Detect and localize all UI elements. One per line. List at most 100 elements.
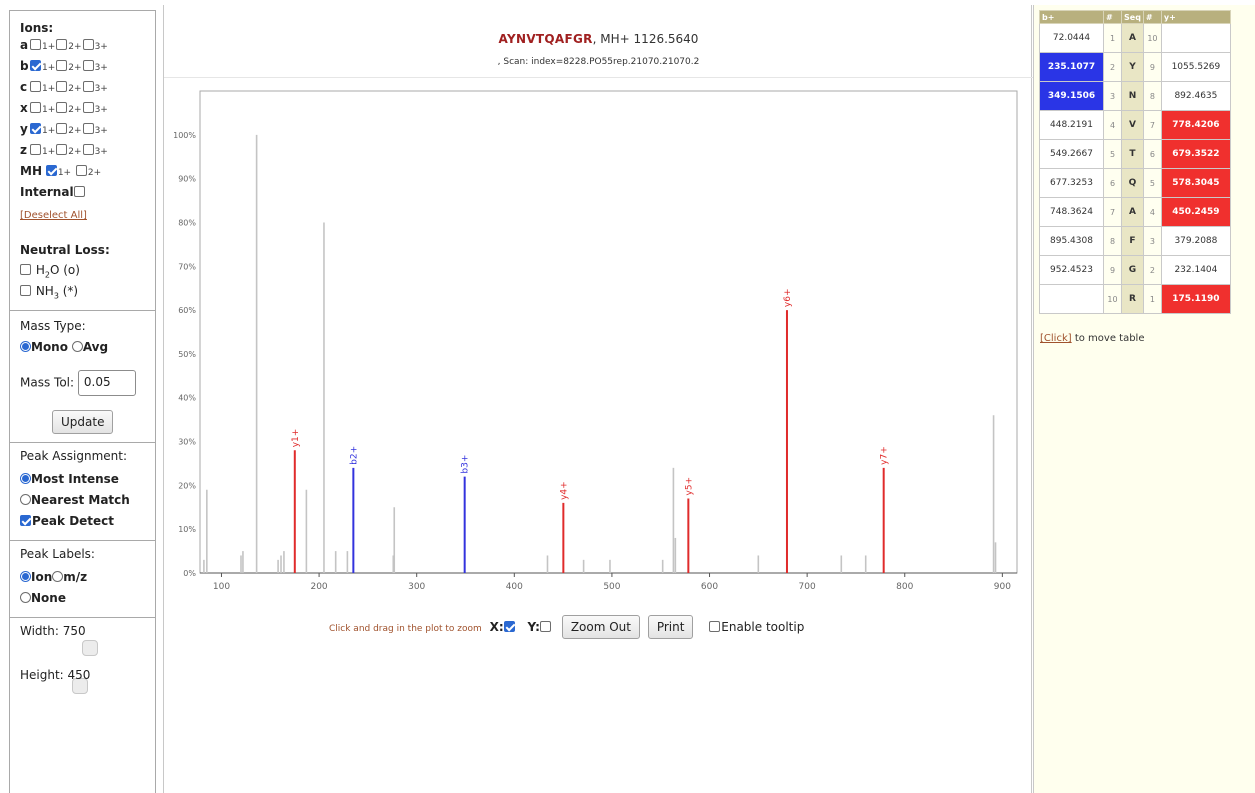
mono-radio[interactable] (20, 341, 31, 352)
peak-label: y7+ (880, 446, 890, 465)
charge-label: 2+ (68, 84, 82, 94)
scan-info: , Scan: index=8228.PO55rep.21070.21070.2 (497, 57, 700, 67)
h2o-label: H2O (o) (35, 263, 80, 280)
height-label: Height: 450 (20, 668, 91, 682)
y-index-cell: 6 (1142, 139, 1162, 169)
b-ion-charge-2-checkbox[interactable] (56, 60, 68, 71)
y-index-cell: 3 (1142, 226, 1162, 256)
a-ion-charge-3-checkbox[interactable] (82, 39, 94, 50)
residue-cell: R (1121, 284, 1144, 314)
mh-1plus-checkbox[interactable] (45, 165, 57, 176)
spectrum-plot[interactable]: 0% 10% 20% 30% 40% 50% 60% 70% 80% 90% 100% 100 200 3… (164, 5, 1033, 605)
mz-label-radio[interactable] (52, 571, 64, 582)
b-index-cell: 4 (1103, 110, 1122, 140)
zoom-x-label: X: (489, 620, 504, 634)
zoom-out-button[interactable]: Zoom Out (561, 615, 640, 639)
y-ion-cell: 578.3045 (1160, 168, 1231, 198)
mass-tol-input[interactable]: 0.05 (77, 370, 136, 396)
ion-rows: a 1+ 2+ 3+ b 1+ 2+ 3+ c 1+ 2+ 3+ x 1+ 2+ 3+ y 1+ 2+ 3+ z 1+ 2+… (20, 35, 155, 161)
z-ion-charge-2-checkbox[interactable] (56, 144, 68, 155)
most-intense-radio[interactable] (20, 473, 31, 484)
x-tick-label: 500 (603, 582, 620, 592)
print-button[interactable]: Print (647, 615, 694, 639)
b-ion-charge-3-checkbox[interactable] (82, 60, 94, 71)
c-ion-charge-3-checkbox[interactable] (82, 81, 94, 92)
nearest-match-radio[interactable] (20, 494, 31, 505)
peak-detect-checkbox[interactable] (20, 515, 31, 526)
charge-label: 2+ (68, 63, 82, 73)
zoom-y-checkbox[interactable] (539, 621, 551, 632)
header-b-index: # (1103, 10, 1122, 24)
x-tick-label: 200 (310, 582, 327, 592)
c-ion-charge-2-checkbox[interactable] (56, 81, 68, 92)
none-label-radio[interactable] (20, 592, 31, 603)
header-b-ions: b+ (1039, 10, 1104, 24)
peptide-sequence: AYNVTQAFGR (498, 32, 593, 46)
mz-label-text: m/z (63, 570, 88, 584)
internal-checkbox[interactable] (73, 186, 85, 197)
b-ion-cell (1039, 284, 1104, 314)
neutral-loss-label: Neutral Loss: (20, 243, 110, 257)
b-ion-cell: 349.1506 (1039, 81, 1104, 111)
move-table-link[interactable]: [Click] (1040, 333, 1072, 344)
y-tick-label: 80% (178, 218, 196, 227)
y-ion-cell: 778.4206 (1160, 110, 1231, 140)
z-ion-charge-3-checkbox[interactable] (82, 144, 94, 155)
a-ion-charge-2-checkbox[interactable] (56, 39, 68, 50)
zoom-hint: Click and drag in the plot to zoom (329, 624, 482, 634)
residue-cell: Y (1121, 52, 1144, 82)
table-row: 10 R 1 175.1190 (1039, 284, 1231, 314)
tooltip-checkbox[interactable] (709, 621, 721, 632)
z-ion-charge-1-checkbox[interactable] (30, 144, 41, 155)
nh3-row: NH3 (*) (20, 281, 155, 302)
b-ion-cell: 748.3624 (1039, 197, 1104, 227)
ion-label-radio[interactable] (20, 571, 31, 582)
y-index-cell: 2 (1142, 255, 1162, 285)
y-tick-label: 10% (178, 525, 196, 534)
mh-label: MH (20, 164, 42, 178)
x-ion-charge-3-checkbox[interactable] (82, 102, 94, 113)
y-tick-label: 100% (173, 131, 196, 140)
x-ion-charge-2-checkbox[interactable] (56, 102, 68, 113)
charge-label: 1+ (42, 84, 56, 94)
table-row: 235.1077 2 Y 9 1055.5269 (1039, 52, 1231, 82)
b-ion-cell: 895.4308 (1039, 226, 1104, 256)
zoom-x-checkbox[interactable] (503, 621, 515, 632)
h2o-checkbox[interactable] (20, 264, 31, 275)
b-index-cell: 9 (1103, 255, 1122, 285)
zoom-y-label: Y: (527, 620, 540, 634)
ion-letter: x (20, 101, 28, 115)
x-tick-label: 700 (799, 582, 816, 592)
plot-frame (199, 90, 1018, 574)
y-ion-charge-3-checkbox[interactable] (82, 123, 94, 134)
x-tick-label: 100 (213, 582, 230, 592)
size-section: Width: 750 Height: 450 (10, 618, 155, 694)
update-button[interactable]: Update (52, 410, 114, 434)
y-ion-charge-2-checkbox[interactable] (56, 123, 68, 134)
nearest-match-row: Nearest Match (20, 490, 155, 511)
tooltip-label: Enable tooltip (721, 620, 805, 634)
y-ion-charge-1-checkbox[interactable] (30, 123, 41, 134)
deselect-all-link[interactable]: [Deselect All] (20, 210, 87, 221)
height-slider-handle[interactable] (72, 678, 88, 694)
b-index-cell: 1 (1103, 23, 1122, 53)
mh-2plus-checkbox[interactable] (75, 165, 87, 176)
plot-controls: Click and drag in the plot to zoom X: Y:… (329, 615, 804, 639)
precursor-mh: , MH+ 1126.5640 (592, 32, 699, 46)
none-label-text: None (31, 591, 66, 605)
y-tick-label: 70% (178, 262, 196, 271)
charge-label: 3+ (94, 42, 108, 52)
charge-label: 3+ (94, 105, 108, 115)
x-ion-charge-1-checkbox[interactable] (30, 102, 41, 113)
avg-radio[interactable] (71, 341, 83, 352)
c-ion-charge-1-checkbox[interactable] (30, 81, 41, 92)
a-ion-charge-1-checkbox[interactable] (30, 39, 41, 50)
table-row: 952.4523 9 G 2 232.1404 (1039, 255, 1231, 285)
mass-type-row: Mono Avg (20, 337, 155, 358)
b-ion-charge-1-checkbox[interactable] (30, 60, 41, 71)
ion-letter: z (20, 143, 27, 157)
y-tick-label: 20% (178, 481, 196, 490)
nh3-checkbox[interactable] (20, 285, 31, 296)
width-slider-handle[interactable] (82, 640, 98, 656)
peak-detect-row: Peak Detect (20, 511, 155, 532)
